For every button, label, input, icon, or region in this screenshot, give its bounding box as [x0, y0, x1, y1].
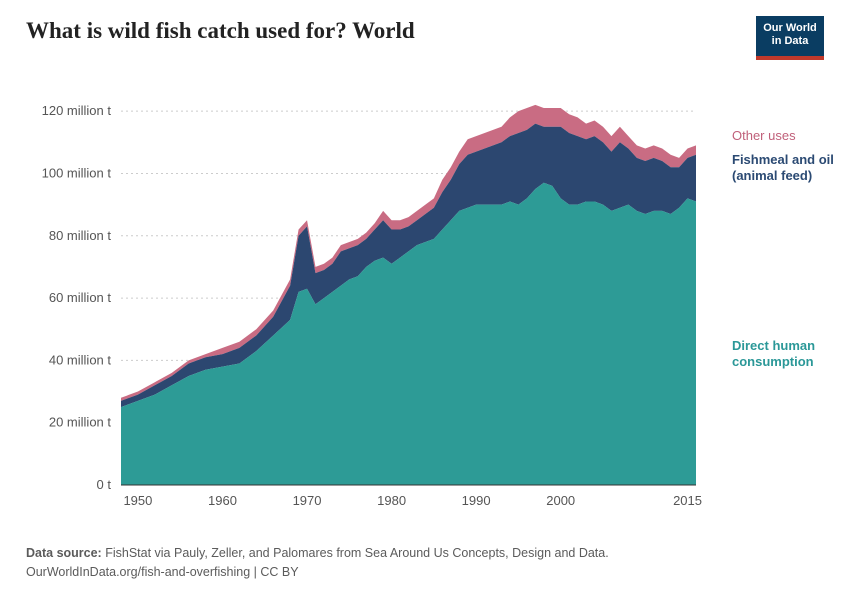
- svg-text:1950: 1950: [123, 493, 152, 508]
- svg-text:100 million t: 100 million t: [42, 165, 112, 180]
- svg-text:1970: 1970: [293, 493, 322, 508]
- chart-container: 0 t 20 million t 40 million t 60 million t 8…: [26, 70, 706, 520]
- svg-text:20 million t: 20 million t: [49, 415, 112, 430]
- legend-other-uses[interactable]: Other uses: [732, 128, 796, 144]
- area-chart-svg[interactable]: 0 t 20 million t 40 million t 60 million t 8…: [26, 70, 706, 520]
- svg-text:2000: 2000: [546, 493, 575, 508]
- svg-text:1990: 1990: [462, 493, 491, 508]
- svg-text:40 million t: 40 million t: [49, 352, 112, 367]
- svg-text:0 t: 0 t: [97, 477, 112, 492]
- svg-text:120 million t: 120 million t: [42, 103, 112, 118]
- page-title: What is wild fish catch used for? World: [26, 18, 415, 44]
- svg-text:1980: 1980: [377, 493, 406, 508]
- owid-logo: Our World in Data: [756, 16, 824, 60]
- svg-text:2015: 2015: [673, 493, 702, 508]
- legend-direct-human[interactable]: Direct human consumption: [732, 338, 842, 370]
- svg-text:60 million t: 60 million t: [49, 290, 112, 305]
- svg-text:1960: 1960: [208, 493, 237, 508]
- svg-text:80 million t: 80 million t: [49, 228, 112, 243]
- legend-fishmeal-oil[interactable]: Fishmeal and oil (animal feed): [732, 152, 842, 184]
- footer-text: Data source: FishStat via Pauly, Zeller,…: [26, 544, 609, 582]
